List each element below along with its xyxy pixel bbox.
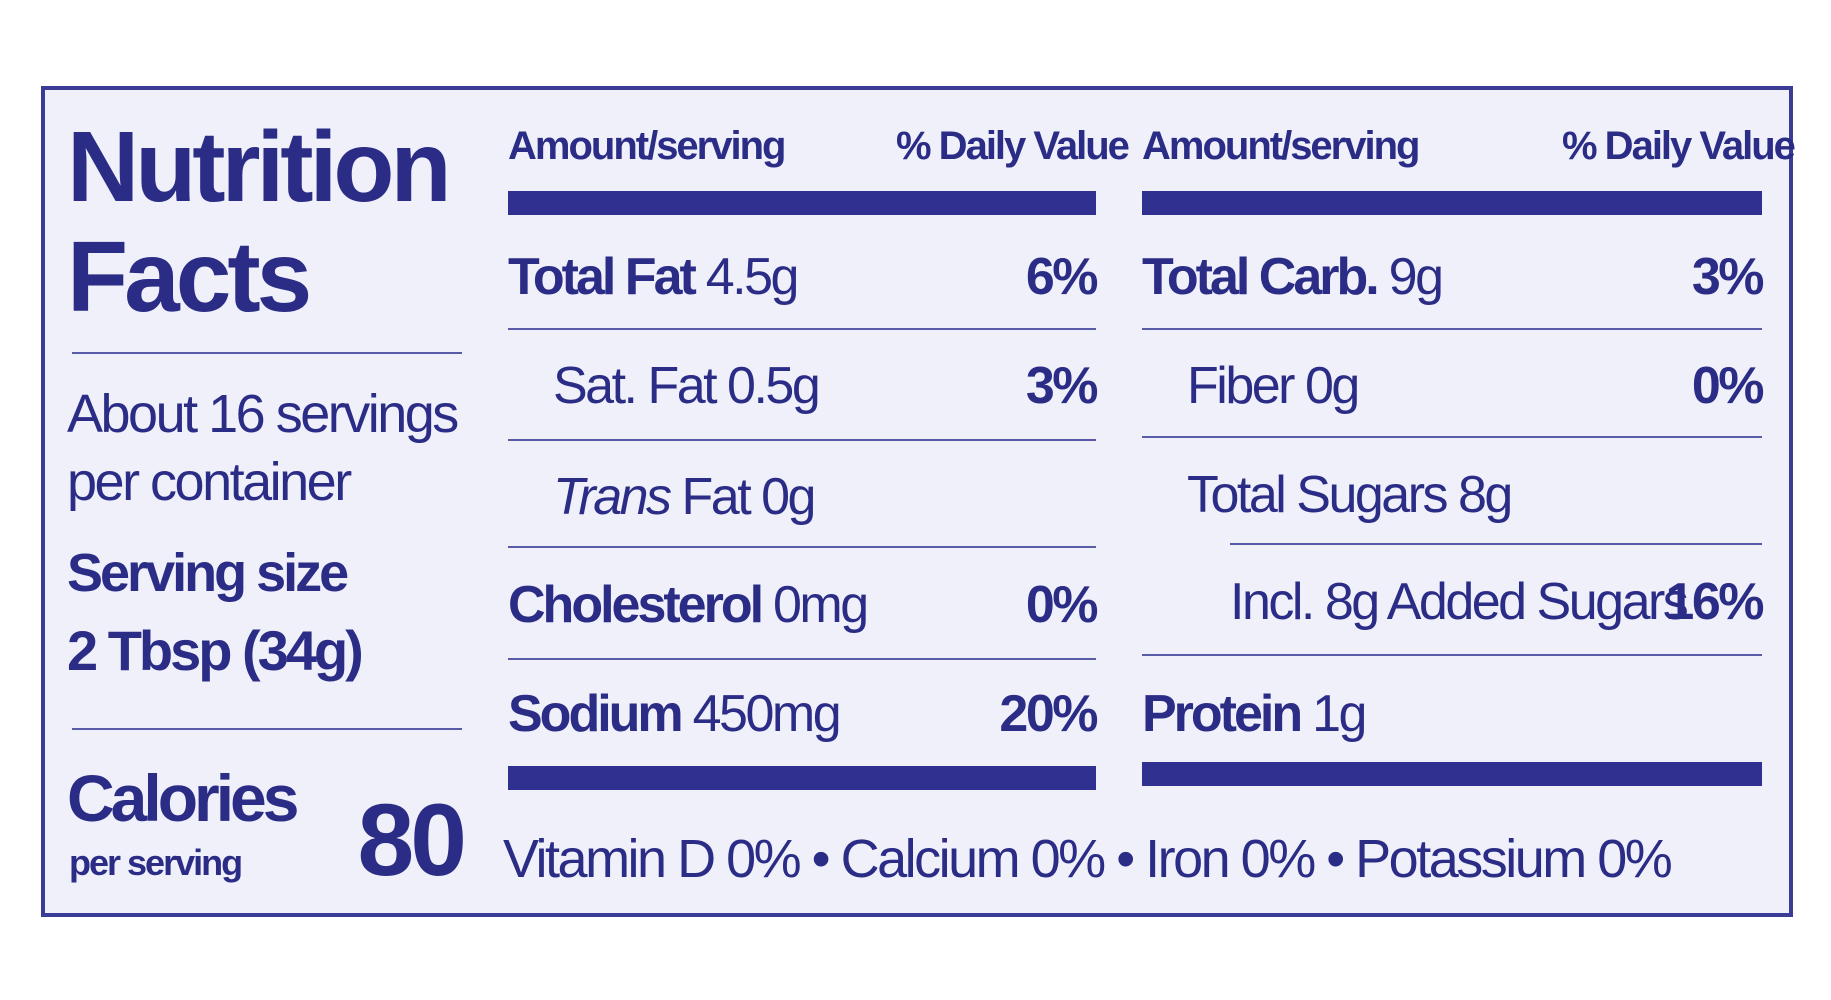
nutrient-name: Total Fat xyxy=(508,248,697,306)
dv-header: % Daily Value xyxy=(1562,124,1796,168)
divider xyxy=(508,328,1096,330)
divider xyxy=(1142,436,1762,438)
divider xyxy=(72,728,462,730)
nutrient-name: Total Sugars xyxy=(1187,466,1449,524)
nutrition-label: Nutrition Facts About 16 servings per co… xyxy=(41,86,1796,917)
daily-value: 0% xyxy=(1025,576,1099,634)
divider xyxy=(1230,543,1762,545)
nutrient-amount: 9g xyxy=(1388,248,1444,306)
nutrient-amount: 0g xyxy=(1304,357,1360,415)
nutrient-amount: 450mg xyxy=(692,685,842,743)
nutrient-name: Total Carb. xyxy=(1142,248,1380,306)
nutrient-amount: 4.5g xyxy=(705,248,800,306)
thick-bar xyxy=(1142,191,1762,215)
nutrient-amount: 8g xyxy=(1458,466,1513,524)
nutrient-amount: 0g xyxy=(761,468,816,526)
nutrient-amount: 0.5g xyxy=(727,357,821,415)
divider xyxy=(508,439,1096,441)
amount-header: Amount/serving xyxy=(1142,124,1420,168)
serving-size-label: Serving size xyxy=(67,543,349,603)
nutrient-amount: 0mg xyxy=(773,576,869,634)
calories: 80 xyxy=(357,783,467,897)
divider xyxy=(508,658,1096,660)
nutrient: Sodium 450mg xyxy=(508,684,842,744)
thick-bar xyxy=(1142,762,1762,786)
nutrient: Trans Fat 0g xyxy=(553,467,816,527)
nutrient: Total Sugars 8g xyxy=(1187,465,1513,525)
divider xyxy=(72,352,462,354)
daily-value: 16% xyxy=(1665,573,1764,631)
bullet: • xyxy=(1326,829,1345,889)
daily-value: 20% xyxy=(999,685,1098,743)
nutrient: Total Carb. 9g xyxy=(1142,247,1444,307)
bullet: • xyxy=(1116,829,1135,889)
calories-label: Calories xyxy=(67,761,299,835)
servings: About 16 servings per container xyxy=(67,384,459,512)
thick-bar xyxy=(508,191,1096,215)
daily-value: 3% xyxy=(1025,357,1099,415)
daily-value: 6% xyxy=(1025,248,1099,306)
divider xyxy=(1142,328,1762,330)
nutrient: Total Fat 4.5g xyxy=(508,247,800,307)
bullet: • xyxy=(811,829,831,889)
thick-bar xyxy=(508,766,1096,790)
calories-sublabel: per serving xyxy=(69,842,243,883)
nutrient-name: Sat. Fat xyxy=(553,357,718,415)
nutrient: Incl. 8g Added Sugars xyxy=(1230,572,1689,632)
title: Nutrition Facts xyxy=(67,111,452,333)
footer: Vitamin D 0% • Calcium 0% • Iron 0% • Po… xyxy=(503,828,1673,890)
nutrient: Cholesterol 0mg xyxy=(508,575,869,635)
micronutrient: Potassium 0% xyxy=(1355,829,1673,889)
micronutrient: Calcium 0% xyxy=(840,829,1107,889)
serving-size: 2 Tbsp (34g) xyxy=(67,619,364,682)
micronutrient: Iron 0% xyxy=(1145,829,1316,889)
nutrient-name: Fat xyxy=(681,468,752,526)
nutrient-name: Fiber xyxy=(1187,357,1295,415)
nutrient-name: Protein xyxy=(1142,685,1303,743)
amount-header: Amount/serving xyxy=(508,124,786,168)
nutrient: Protein 1g xyxy=(1142,684,1367,744)
micronutrient: Vitamin D 0% xyxy=(503,829,802,889)
dv-header: % Daily Value xyxy=(896,124,1130,168)
daily-value: 0% xyxy=(1691,357,1765,415)
nutrient-name: Sodium xyxy=(508,685,684,743)
daily-value: 3% xyxy=(1691,248,1765,306)
nutrient: Sat. Fat 0.5g xyxy=(553,356,821,416)
nutrient-amount: 1g xyxy=(1312,685,1367,743)
nutrient-name-italic: Trans xyxy=(553,468,672,526)
divider xyxy=(508,546,1096,548)
nutrient: Fiber 0g xyxy=(1187,356,1360,416)
nutrient-name: Incl. 8g Added Sugars xyxy=(1230,573,1689,631)
nutrient-name: Cholesterol xyxy=(508,576,764,634)
divider xyxy=(1142,654,1762,656)
